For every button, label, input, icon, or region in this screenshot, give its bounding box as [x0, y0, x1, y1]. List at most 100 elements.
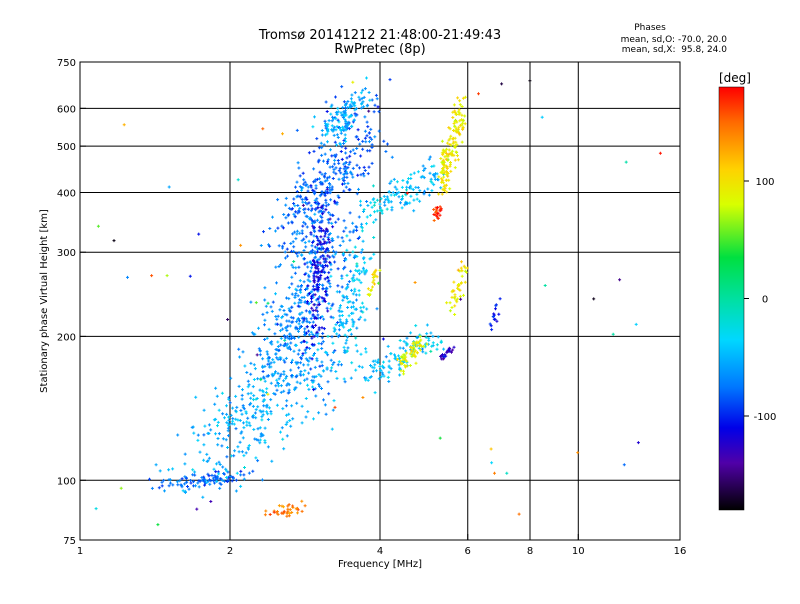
data-point	[347, 115, 351, 119]
data-point	[294, 375, 298, 379]
data-point	[350, 124, 354, 128]
data-point	[371, 285, 374, 289]
data-point	[355, 192, 359, 196]
data-point	[298, 185, 302, 189]
data-point	[400, 206, 404, 210]
data-point	[456, 158, 460, 162]
data-point	[261, 127, 265, 131]
data-point	[353, 254, 357, 258]
data-point	[308, 260, 312, 264]
data-point	[338, 309, 342, 313]
data-point	[283, 312, 287, 316]
data-point	[323, 172, 327, 176]
data-point	[229, 413, 233, 417]
data-point	[277, 244, 281, 248]
data-point	[312, 234, 316, 238]
data-point	[297, 322, 301, 326]
data-point	[316, 309, 319, 313]
data-point	[460, 123, 464, 127]
data-point	[367, 109, 371, 113]
data-point	[300, 509, 304, 513]
data-point	[285, 313, 289, 317]
data-point	[382, 194, 386, 198]
data-point	[418, 339, 422, 343]
data-point	[225, 476, 229, 479]
data-point	[207, 423, 211, 427]
data-point	[112, 239, 116, 243]
data-point	[439, 354, 442, 358]
data-point	[318, 225, 322, 229]
data-point	[338, 244, 342, 247]
data-point	[282, 509, 286, 513]
data-point	[251, 404, 255, 408]
data-point	[375, 369, 378, 373]
data-point	[343, 118, 347, 121]
data-point	[218, 463, 222, 466]
data-point	[328, 240, 332, 244]
data-point	[94, 507, 98, 511]
data-point	[355, 107, 358, 111]
data-point	[381, 337, 385, 341]
data-point	[315, 306, 319, 310]
data-point	[305, 331, 308, 335]
data-point	[314, 375, 318, 378]
data-point	[345, 273, 349, 277]
data-point	[241, 405, 245, 409]
data-point	[231, 476, 235, 480]
data-point	[326, 247, 330, 251]
data-point	[268, 244, 272, 248]
data-point	[305, 319, 309, 323]
data-point	[313, 270, 317, 274]
data-point	[368, 136, 372, 140]
data-point	[436, 335, 440, 339]
data-point	[348, 253, 352, 257]
data-point	[348, 154, 352, 158]
data-point	[328, 183, 332, 187]
data-point	[363, 129, 367, 133]
data-point	[162, 478, 166, 482]
data-point	[284, 423, 288, 426]
data-point	[321, 340, 325, 344]
data-point	[345, 125, 349, 129]
data-point	[346, 300, 350, 304]
data-point	[176, 483, 180, 487]
data-point	[418, 348, 422, 352]
data-point	[288, 332, 292, 336]
data-point	[373, 391, 377, 395]
data-point	[320, 315, 324, 318]
data-point	[348, 300, 352, 304]
data-point	[150, 274, 154, 278]
data-point	[315, 137, 319, 141]
data-point	[336, 321, 340, 324]
data-point	[377, 110, 381, 114]
data-point	[254, 397, 258, 401]
data-point	[328, 255, 332, 259]
data-point	[213, 481, 216, 485]
data-point	[457, 108, 461, 112]
data-point	[294, 386, 298, 390]
data-point	[334, 166, 338, 170]
data-point	[341, 125, 344, 129]
data-point	[312, 259, 315, 263]
data-point	[622, 463, 626, 467]
data-point	[357, 187, 360, 191]
data-point	[295, 320, 299, 324]
data-point	[320, 270, 323, 274]
data-point	[192, 480, 195, 484]
data-point	[274, 315, 278, 318]
data-point	[350, 93, 354, 97]
data-point	[197, 485, 201, 489]
data-point	[295, 401, 299, 405]
data-point	[431, 334, 435, 338]
data-point	[365, 222, 368, 226]
data-point	[431, 341, 435, 345]
data-point	[292, 202, 296, 205]
data-point	[212, 418, 216, 422]
data-point	[327, 302, 331, 306]
data-point	[435, 214, 439, 218]
data-point	[327, 211, 331, 215]
data-point	[227, 418, 231, 422]
data-point	[294, 251, 298, 255]
data-point	[263, 323, 266, 327]
data-point	[624, 160, 628, 164]
